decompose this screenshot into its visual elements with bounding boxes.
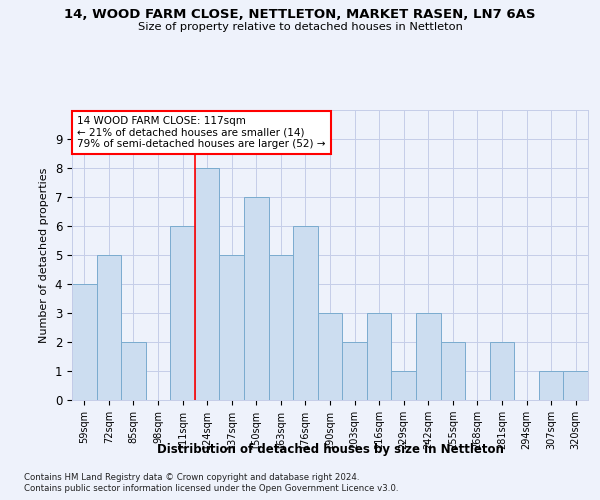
Text: Contains HM Land Registry data © Crown copyright and database right 2024.: Contains HM Land Registry data © Crown c…: [24, 472, 359, 482]
Bar: [72, 284, 97, 400]
Bar: [293, 226, 318, 400]
Bar: [490, 342, 514, 400]
Y-axis label: Number of detached properties: Number of detached properties: [39, 168, 49, 342]
Bar: [220, 255, 244, 400]
Bar: [539, 371, 563, 400]
Bar: [416, 313, 440, 400]
Text: Size of property relative to detached houses in Nettleton: Size of property relative to detached ho…: [137, 22, 463, 32]
Bar: [244, 197, 269, 400]
Bar: [195, 168, 220, 400]
Bar: [97, 255, 121, 400]
Bar: [170, 226, 195, 400]
Bar: [563, 371, 588, 400]
Text: Distribution of detached houses by size in Nettleton: Distribution of detached houses by size …: [157, 442, 503, 456]
Bar: [342, 342, 367, 400]
Text: Contains public sector information licensed under the Open Government Licence v3: Contains public sector information licen…: [24, 484, 398, 493]
Bar: [318, 313, 342, 400]
Text: 14, WOOD FARM CLOSE, NETTLETON, MARKET RASEN, LN7 6AS: 14, WOOD FARM CLOSE, NETTLETON, MARKET R…: [64, 8, 536, 20]
Text: 14 WOOD FARM CLOSE: 117sqm
← 21% of detached houses are smaller (14)
79% of semi: 14 WOOD FARM CLOSE: 117sqm ← 21% of deta…: [77, 116, 326, 149]
Bar: [440, 342, 465, 400]
Bar: [391, 371, 416, 400]
Bar: [269, 255, 293, 400]
Bar: [121, 342, 146, 400]
Bar: [367, 313, 391, 400]
